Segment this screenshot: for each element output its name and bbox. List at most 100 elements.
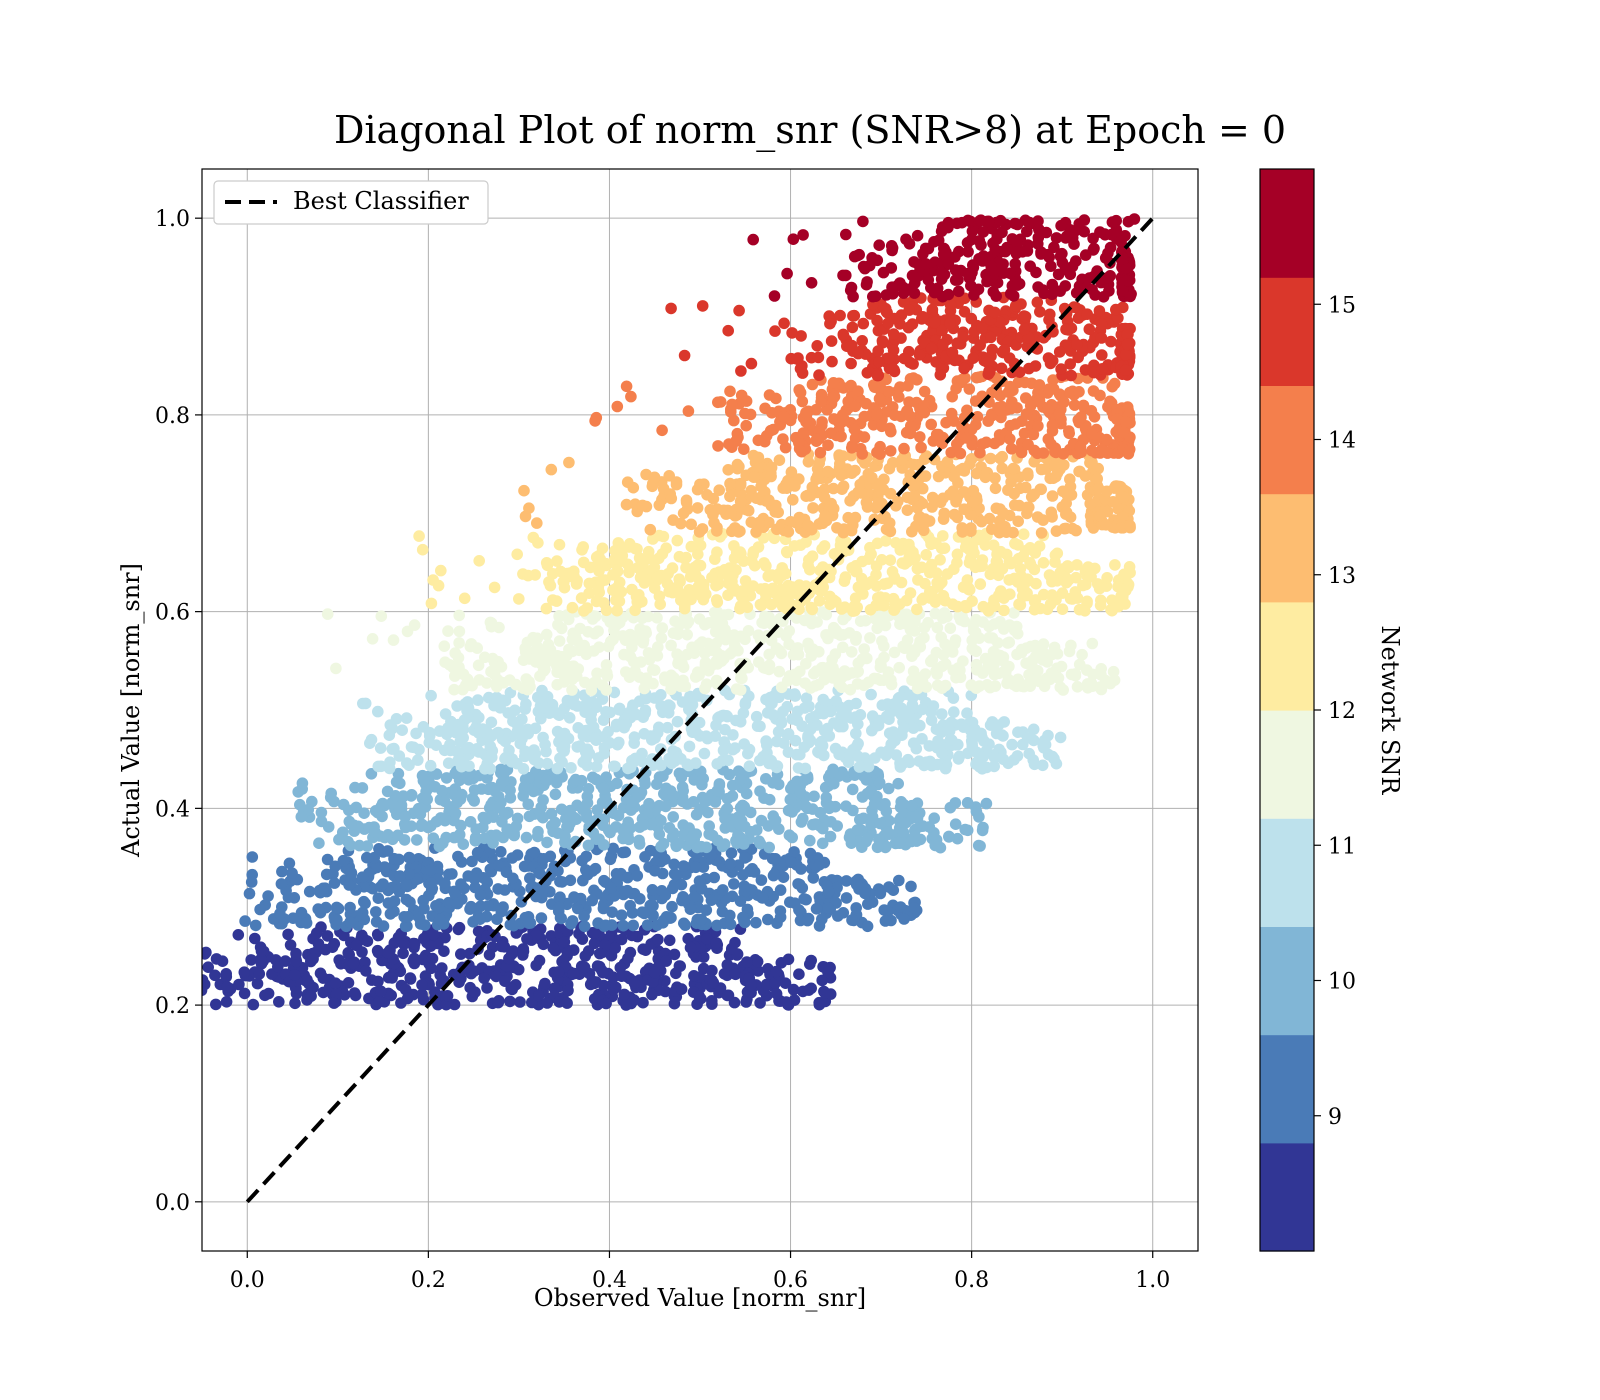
scatter-point bbox=[736, 804, 749, 817]
scatter-point bbox=[923, 821, 936, 833]
scatter-point bbox=[472, 727, 485, 739]
scatter-point bbox=[861, 832, 874, 845]
scatter-point bbox=[514, 737, 527, 750]
scatter-point bbox=[803, 554, 815, 566]
scatter-point bbox=[1031, 664, 1044, 677]
scatter-point bbox=[597, 782, 610, 795]
scatter-point bbox=[963, 556, 976, 569]
scatter-point bbox=[917, 592, 930, 605]
scatter-point bbox=[556, 742, 568, 755]
scatter-point bbox=[1079, 470, 1092, 482]
scatter-point bbox=[1071, 681, 1084, 693]
scatter-point bbox=[418, 932, 430, 945]
scatter-point bbox=[440, 772, 453, 784]
scatter-point bbox=[553, 538, 566, 551]
scatter-point bbox=[446, 868, 458, 880]
scatter-point bbox=[693, 990, 705, 1003]
scatter-point bbox=[969, 626, 982, 639]
scatter-point bbox=[553, 892, 566, 905]
scatter-point bbox=[542, 638, 555, 651]
scatter-point bbox=[953, 750, 966, 763]
scatter-point bbox=[804, 834, 816, 847]
scatter-point bbox=[663, 934, 676, 947]
scatter-point bbox=[438, 640, 451, 652]
scatter-point bbox=[879, 915, 892, 927]
scatter-point bbox=[1017, 528, 1030, 540]
scatter-point bbox=[441, 990, 454, 1002]
scatter-point bbox=[998, 344, 1011, 356]
scatter-point bbox=[538, 701, 551, 714]
scatter-point bbox=[1023, 362, 1035, 375]
scatter-point bbox=[1004, 380, 1016, 393]
scatter-point bbox=[232, 929, 245, 941]
scatter-point bbox=[801, 772, 814, 785]
scatter-point bbox=[626, 907, 639, 919]
scatter-point bbox=[566, 601, 579, 614]
scatter-point bbox=[628, 731, 641, 743]
scatter-point bbox=[717, 744, 730, 757]
scatter-point bbox=[782, 953, 795, 966]
scatter-point bbox=[499, 975, 511, 987]
scatter-point bbox=[315, 806, 328, 819]
scatter-point bbox=[896, 454, 908, 466]
scatter-point bbox=[838, 665, 851, 677]
scatter-point bbox=[329, 860, 342, 873]
scatter-point bbox=[805, 601, 817, 614]
scatter-point bbox=[562, 668, 575, 680]
scatter-point bbox=[655, 840, 667, 853]
scatter-point bbox=[916, 733, 928, 745]
scatter-point bbox=[688, 890, 701, 903]
scatter-point bbox=[651, 778, 663, 790]
scatter-point bbox=[520, 673, 533, 685]
scatter-point bbox=[751, 955, 764, 968]
scatter-point bbox=[410, 727, 422, 740]
scatter-point bbox=[961, 824, 974, 837]
scatter-point bbox=[509, 704, 521, 717]
scatter-point bbox=[359, 897, 371, 910]
scatter-point bbox=[987, 648, 1000, 661]
scatter-point bbox=[873, 392, 886, 405]
scatter-point bbox=[457, 838, 470, 850]
scatter-point bbox=[344, 916, 356, 928]
scatter-point bbox=[541, 774, 553, 787]
scatter-point bbox=[889, 573, 901, 585]
scatter-point bbox=[647, 900, 659, 912]
scatter-point bbox=[504, 995, 516, 1008]
scatter-point bbox=[485, 716, 498, 729]
scatter-point bbox=[399, 920, 412, 933]
scatter-point bbox=[381, 785, 394, 798]
scatter-point bbox=[481, 677, 493, 689]
scatter-point bbox=[611, 400, 624, 413]
scatter-point bbox=[814, 737, 826, 749]
scatter-point bbox=[540, 557, 553, 569]
scatter-point bbox=[598, 939, 611, 951]
scatter-point bbox=[537, 938, 550, 951]
scatter-point bbox=[848, 423, 861, 436]
scatter-point bbox=[657, 917, 669, 929]
scatter-point bbox=[330, 901, 343, 914]
scatter-point bbox=[859, 887, 871, 900]
scatter-point bbox=[677, 860, 690, 872]
scatter-point bbox=[741, 956, 753, 968]
scatter-point bbox=[538, 650, 550, 662]
scatter-point bbox=[1060, 506, 1073, 519]
scatter-point bbox=[705, 894, 718, 906]
scatter-point bbox=[623, 833, 635, 846]
scatter-point bbox=[295, 906, 308, 919]
scatter-point bbox=[964, 508, 977, 521]
scatter-point bbox=[625, 390, 637, 403]
scatter-point bbox=[559, 836, 571, 849]
scatter-point bbox=[273, 996, 285, 1008]
scatter-point bbox=[816, 913, 828, 925]
scatter-point bbox=[333, 954, 346, 966]
scatter-point bbox=[753, 835, 765, 847]
scatter-point bbox=[523, 810, 536, 823]
scatter-point bbox=[381, 845, 394, 857]
scatter-point bbox=[528, 653, 540, 666]
scatter-point bbox=[413, 530, 425, 542]
scatter-point bbox=[730, 435, 742, 448]
scatter-point bbox=[651, 571, 663, 584]
scatter-point bbox=[495, 846, 507, 858]
scatter-point bbox=[348, 987, 361, 999]
scatter-point bbox=[800, 692, 813, 704]
